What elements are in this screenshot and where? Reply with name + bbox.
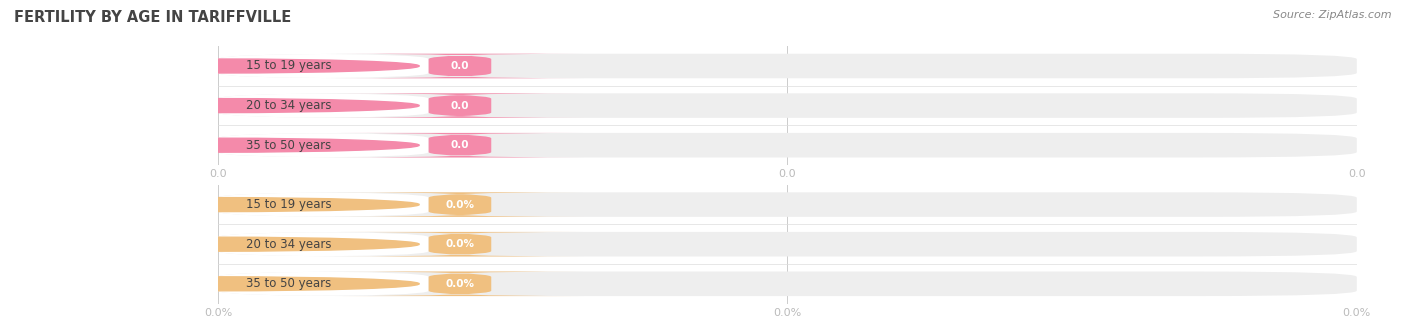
FancyBboxPatch shape — [336, 192, 583, 217]
FancyBboxPatch shape — [218, 133, 1357, 157]
FancyBboxPatch shape — [218, 232, 429, 256]
FancyBboxPatch shape — [218, 272, 429, 296]
FancyBboxPatch shape — [336, 133, 583, 157]
Text: 0.0%: 0.0% — [446, 279, 474, 289]
Circle shape — [17, 237, 419, 251]
Text: 15 to 19 years: 15 to 19 years — [246, 59, 332, 73]
Circle shape — [17, 277, 419, 291]
FancyBboxPatch shape — [218, 54, 429, 78]
FancyBboxPatch shape — [218, 133, 429, 157]
FancyBboxPatch shape — [218, 232, 1357, 256]
FancyBboxPatch shape — [218, 192, 1357, 217]
Text: FERTILITY BY AGE IN TARIFFVILLE: FERTILITY BY AGE IN TARIFFVILLE — [14, 10, 291, 25]
Text: 0.0: 0.0 — [451, 140, 470, 150]
Text: 0.0: 0.0 — [451, 101, 470, 111]
FancyBboxPatch shape — [218, 54, 1357, 78]
Circle shape — [17, 99, 419, 113]
Text: 20 to 34 years: 20 to 34 years — [246, 99, 332, 112]
FancyBboxPatch shape — [218, 192, 429, 217]
FancyBboxPatch shape — [218, 272, 1357, 296]
FancyBboxPatch shape — [336, 232, 583, 256]
FancyBboxPatch shape — [218, 93, 1357, 118]
Text: 35 to 50 years: 35 to 50 years — [246, 277, 332, 290]
Circle shape — [17, 59, 419, 73]
Circle shape — [17, 198, 419, 212]
FancyBboxPatch shape — [336, 272, 583, 296]
FancyBboxPatch shape — [336, 54, 583, 78]
Text: Source: ZipAtlas.com: Source: ZipAtlas.com — [1274, 10, 1392, 20]
Text: 0.0%: 0.0% — [446, 239, 474, 249]
Circle shape — [17, 138, 419, 152]
Text: 15 to 19 years: 15 to 19 years — [246, 198, 332, 211]
Text: 20 to 34 years: 20 to 34 years — [246, 238, 332, 251]
Text: 35 to 50 years: 35 to 50 years — [246, 139, 332, 152]
FancyBboxPatch shape — [336, 93, 583, 118]
Text: 0.0: 0.0 — [451, 61, 470, 71]
FancyBboxPatch shape — [218, 93, 429, 118]
Text: 0.0%: 0.0% — [446, 200, 474, 210]
